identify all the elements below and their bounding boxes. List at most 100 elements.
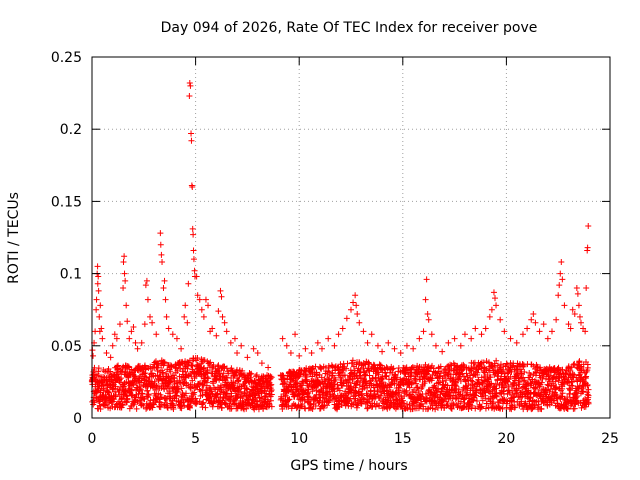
data-point [482,405,489,412]
data-point [576,359,583,366]
y-axis-label: ROTI / TECUs [6,192,22,284]
data-point [95,368,102,375]
data-point [268,391,275,398]
data-point [437,370,444,377]
data-point [348,306,354,313]
data-point [389,366,396,373]
data-point [404,405,411,412]
data-point [493,357,500,364]
data-point [336,387,343,394]
data-point [240,405,247,412]
data-point [468,335,475,342]
data-point [460,373,467,380]
data-point [90,352,97,359]
data-point [520,378,527,385]
data-point [383,372,390,379]
data-point [243,385,250,392]
data-point [138,401,145,408]
data-point [161,277,168,284]
data-point [170,402,177,409]
data-point [100,373,107,380]
data-point [366,360,373,367]
data-point [267,397,274,404]
data-point [147,313,154,320]
data-point [394,374,401,381]
data-point [450,392,457,399]
data-point [465,380,472,387]
data-point [420,328,427,335]
data-point [116,376,123,383]
data-point [186,92,193,99]
data-point [121,253,128,260]
data-point [528,380,535,387]
data-point [325,335,332,342]
data-point [228,390,235,397]
data-point [466,395,473,402]
data-point [452,395,459,402]
data-point [345,376,352,383]
x-tick-label: 25 [601,431,619,447]
data-point [313,372,320,379]
data-point [350,299,357,306]
data-point [356,319,363,326]
data-point [181,313,188,320]
data-point [396,389,403,396]
data-point [99,335,106,342]
data-point [353,302,360,309]
data-point [174,383,181,390]
data-point [173,335,180,342]
data-point [372,403,379,410]
data-point [358,391,365,398]
data-point [343,315,350,322]
data-point [364,339,371,346]
data-point [265,364,272,371]
data-point [164,366,171,373]
data-point [292,331,299,338]
data-point [564,394,571,401]
data-point [142,282,149,289]
chart-title: Day 094 of 2026, Rate Of TEC Index for r… [161,20,538,36]
data-point [214,363,221,370]
data-point [130,401,137,408]
y-tick-label: 0.2 [60,122,82,138]
data-point [308,350,315,357]
data-point [465,406,472,413]
data-point [493,302,500,309]
data-point [123,302,130,309]
y-tick-label: 0 [73,411,82,427]
data-point [468,377,475,384]
data-point [207,359,214,366]
data-point [347,379,354,386]
data-point [95,365,102,372]
data-point [331,381,338,388]
data-point [308,404,315,411]
data-point [515,379,522,386]
data-point [335,331,342,338]
data-point [158,251,165,258]
data-point [168,363,175,370]
data-point [463,392,470,399]
data-point [173,392,180,399]
data-point [298,395,305,402]
data-point [244,354,251,361]
data-point [163,313,170,320]
data-point [173,364,180,371]
data-point [482,389,489,396]
data-point [162,296,169,303]
data-point [362,371,369,378]
data-point [497,316,504,323]
data-point [97,405,104,412]
data-point [301,397,308,404]
plot-frame [91,56,611,419]
data-point [559,276,566,283]
data-point [331,342,338,349]
data-point [364,384,371,391]
data-point [488,363,495,370]
data-point [183,382,190,389]
data-point [491,360,498,367]
data-point [450,374,457,381]
data-point [153,331,160,338]
data-point [152,382,159,389]
data-point [428,331,435,338]
data-point [216,376,223,383]
